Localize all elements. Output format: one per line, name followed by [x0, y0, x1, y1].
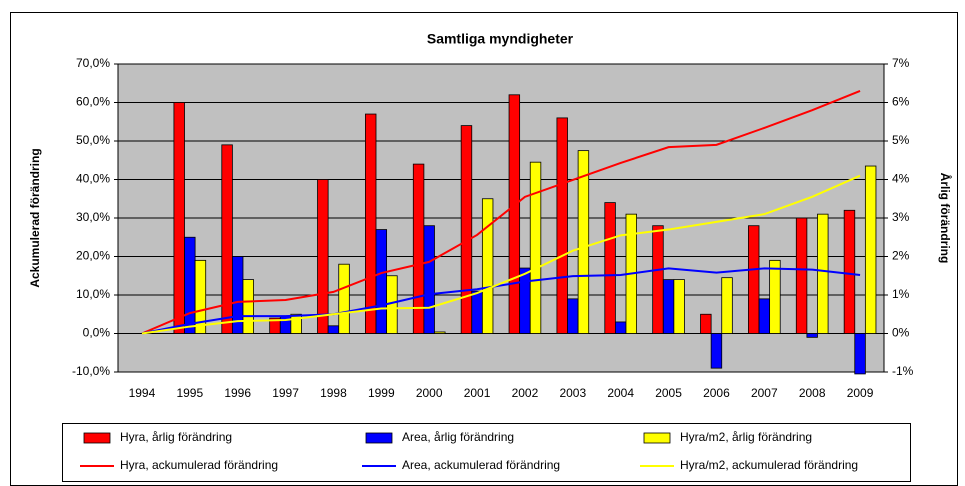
bar [854, 333, 866, 375]
y-tick-label: 60,0% [76, 95, 110, 109]
bar [604, 202, 616, 334]
y-tick-label: 20,0% [76, 249, 110, 263]
bar [817, 213, 829, 334]
bar [748, 225, 760, 334]
line [141, 90, 861, 335]
bar [721, 277, 733, 334]
bar [652, 225, 664, 334]
x-tick-label: 2001 [464, 386, 491, 400]
bar [290, 313, 302, 334]
line [141, 174, 861, 335]
y-tick-label: 30,0% [76, 210, 110, 224]
legend-swatch [643, 432, 671, 444]
x-tick-label: 2009 [847, 386, 874, 400]
y2-tick-label: 6% [892, 95, 910, 109]
y-tick-label: 70,0% [76, 56, 110, 70]
x-tick-label: 1998 [320, 386, 347, 400]
bar [338, 263, 350, 334]
x-tick-label: 2007 [751, 386, 778, 400]
bar [519, 267, 531, 334]
bar [700, 313, 712, 334]
legend-label: Hyra/m2, ackumulerad förändring [680, 458, 858, 472]
x-tick-label: 2000 [416, 386, 443, 400]
bar [758, 298, 771, 334]
bar [795, 217, 808, 334]
bar [529, 161, 542, 334]
y2-tick-label: 7% [892, 56, 910, 70]
bar [556, 117, 568, 334]
y2-tick-label: 4% [892, 172, 910, 186]
bar [184, 236, 196, 334]
bar [769, 259, 781, 334]
bar [194, 259, 207, 334]
bar [614, 321, 627, 334]
y2-tick-label: 1% [892, 287, 910, 301]
legend-label: Hyra, ackumulerad förändring [120, 458, 278, 472]
legend [62, 423, 911, 482]
bar [508, 94, 521, 334]
bar [471, 290, 483, 334]
y-tick-label: 0,0% [83, 326, 111, 340]
y2-tick-label: 0% [892, 326, 910, 340]
bar [365, 113, 377, 334]
y2-tick-label: -1% [892, 364, 914, 378]
bar [577, 150, 590, 334]
bar [317, 179, 329, 334]
bar [242, 279, 254, 334]
x-tick-label: 2006 [703, 386, 730, 400]
bar [423, 225, 435, 334]
bar [221, 144, 233, 334]
chart-title: Samtliga myndigheter [427, 31, 574, 47]
bar [460, 125, 473, 334]
x-tick-label: 2008 [799, 386, 826, 400]
bar [843, 209, 856, 334]
bar [567, 298, 579, 334]
y2-axis-title: Årlig förändring [938, 173, 953, 264]
legend-swatch [83, 432, 111, 444]
x-tick-label: 1995 [176, 386, 203, 400]
legend-label: Hyra, årlig förändring [120, 430, 232, 444]
y2-tick-label: 5% [892, 133, 910, 147]
bar [327, 325, 340, 334]
y-tick-label: 50,0% [76, 133, 110, 147]
y-tick-label: -10,0% [72, 364, 110, 378]
x-tick-label: 1994 [129, 386, 156, 400]
bar [710, 333, 723, 369]
legend-label: Area, ackumulerad förändring [402, 458, 560, 472]
bar [173, 102, 185, 334]
x-tick-label: 1999 [368, 386, 395, 400]
line [141, 267, 861, 335]
y2-tick-label: 2% [892, 249, 910, 263]
legend-swatch [365, 432, 393, 444]
bar [864, 165, 877, 334]
y2-tick-label: 3% [892, 210, 910, 224]
y-tick-label: 40,0% [76, 172, 110, 186]
bar [673, 279, 685, 334]
x-tick-label: 2002 [512, 386, 539, 400]
x-tick-label: 1996 [224, 386, 251, 400]
bar [806, 333, 818, 338]
x-tick-label: 2004 [607, 386, 634, 400]
legend-label: Hyra/m2, årlig förändring [680, 430, 812, 444]
x-tick-label: 2003 [559, 386, 586, 400]
bar [375, 229, 388, 334]
x-tick-label: 2005 [655, 386, 682, 400]
bar [434, 331, 446, 334]
bar [481, 198, 494, 334]
legend-label: Area, årlig förändring [402, 430, 514, 444]
y-tick-label: 10,0% [76, 287, 110, 301]
bar [662, 279, 675, 334]
x-tick-label: 1997 [272, 386, 299, 400]
y-axis-title: Ackumulerad förändring [28, 148, 42, 287]
